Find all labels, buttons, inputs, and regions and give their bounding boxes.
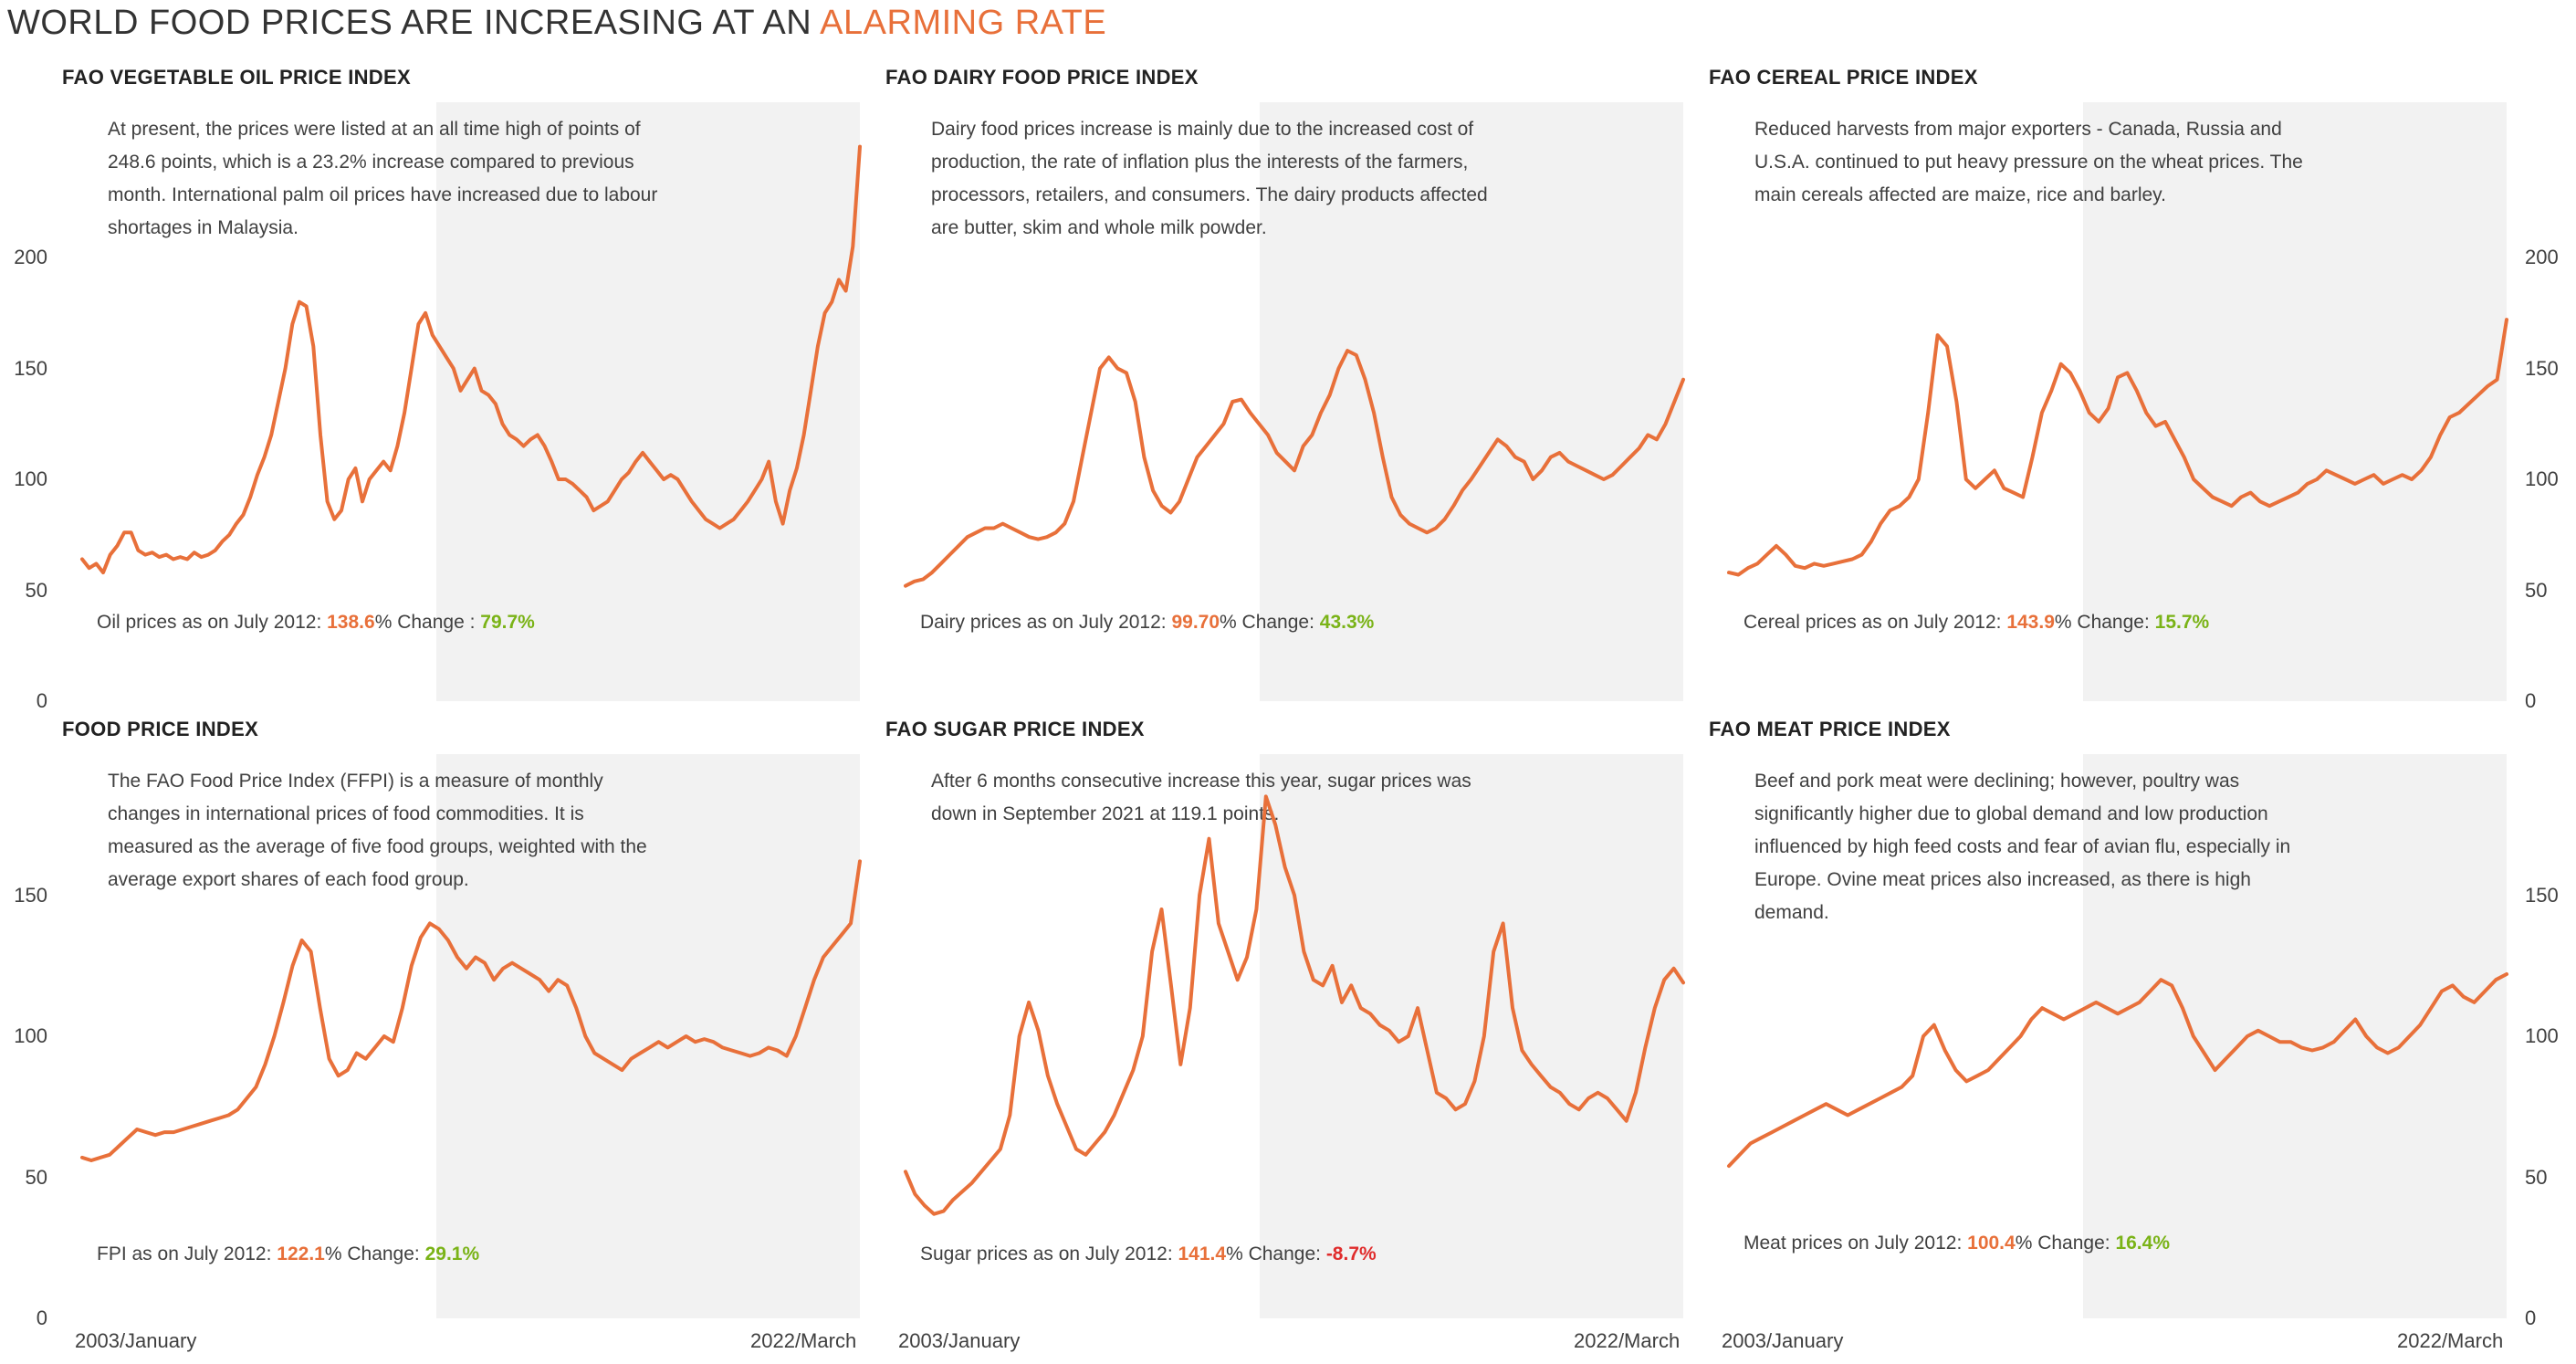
stat-middle: % Change: (324, 1243, 425, 1264)
panel-title: FAO CEREAL PRICE INDEX (1709, 66, 1978, 89)
price-line-chart (904, 794, 1685, 1216)
y-tick-label: 200 (14, 246, 47, 269)
panel-description: Beef and pork meat were declining; howev… (1754, 771, 2291, 923)
y-tick-label: 150 (14, 883, 47, 907)
stat-change: 29.1% (424, 1243, 480, 1264)
price-line-chart (1727, 972, 2508, 1169)
y-tick-label: 150 (2525, 883, 2559, 907)
panel-description: At present, the prices were listed at an… (108, 119, 658, 238)
price-stat: Meat prices on July 2012: 100.4% Change:… (1744, 1233, 2170, 1254)
stat-price: 138.6 (327, 612, 375, 633)
series-line (904, 349, 1685, 588)
stat-price: 143.9 (2006, 612, 2055, 633)
y-tick-label: 50 (25, 1165, 47, 1189)
y-tick-label: 50 (2525, 1165, 2548, 1189)
panel-title: FAO MEAT PRICE INDEX (1709, 718, 1951, 740)
stat-price: 99.70 (1171, 612, 1220, 633)
panel-description: The FAO Food Price Index (FFPI) is a mea… (108, 771, 647, 890)
y-tick-label: 0 (36, 1306, 47, 1329)
x-axis-start-label: 2003/January (1722, 1329, 1844, 1352)
stat-change: 15.7% (2154, 612, 2210, 633)
stat-change: 79.7% (480, 612, 535, 633)
y-tick-label: 150 (2525, 356, 2559, 380)
stat-middle: % Change : (374, 612, 481, 633)
x-axis-end-label: 2022/March (1574, 1329, 1681, 1352)
y-tick-label: 0 (2525, 689, 2537, 712)
y-tick-label: 200 (2525, 246, 2559, 269)
stat-middle: % Change: (1226, 1243, 1326, 1264)
price-stat: Dairy prices as on July 2012: 99.70% Cha… (920, 612, 1374, 634)
stat-prefix: Oil prices as on July 2012: (97, 612, 328, 633)
panel-description: Dairy food prices increase is mainly due… (931, 119, 1488, 238)
stat-change: 16.4% (2115, 1233, 2170, 1254)
highlight-region (2082, 754, 2507, 1318)
panel-description: After 6 months consecutive increase this… (931, 771, 1471, 824)
y-tick-label: 0 (36, 689, 47, 712)
highlight-region (1259, 754, 1683, 1318)
page-title: WORLD FOOD PRICES ARE INCREASING AT AN A… (7, 4, 1106, 43)
series-line (80, 144, 862, 575)
stat-prefix: Sugar prices as on July 2012: (920, 1243, 1178, 1264)
price-line-chart (80, 144, 862, 575)
price-stat: Sugar prices as on July 2012: 141.4% Cha… (920, 1243, 1377, 1265)
highlight-region (435, 102, 860, 701)
series-line (1727, 318, 2508, 577)
stat-price: 122.1 (277, 1243, 325, 1264)
price-line-chart (904, 349, 1685, 588)
price-stat: Cereal prices as on July 2012: 143.9% Ch… (1744, 612, 2209, 634)
y-tick-label: 150 (14, 356, 47, 380)
y-tick-label: 100 (2525, 467, 2559, 491)
stat-prefix: Dairy prices as on July 2012: (920, 612, 1172, 633)
x-axis-start-label: 2003/January (898, 1329, 1021, 1352)
stat-middle: % Change: (2015, 1233, 2116, 1254)
stat-prefix: FPI as on July 2012: (97, 1243, 277, 1264)
stat-price: 141.4 (1178, 1243, 1227, 1264)
y-tick-label: 100 (14, 467, 47, 491)
y-tick-label: 100 (14, 1024, 47, 1047)
stat-prefix: Meat prices on July 2012: (1744, 1233, 1968, 1254)
page-title-main: WORLD FOOD PRICES ARE INCREASING AT AN (7, 4, 821, 42)
series-line (1727, 972, 2508, 1169)
y-tick-label: 0 (2525, 1306, 2537, 1329)
highlight-region (1259, 102, 1683, 701)
series-line (904, 794, 1685, 1216)
price-stat: Oil prices as on July 2012: 138.6% Chang… (97, 612, 535, 634)
panel-title: FAO DAIRY FOOD PRICE INDEX (885, 66, 1199, 89)
panel-title: FOOD PRICE INDEX (62, 718, 259, 740)
stat-change: 43.3% (1319, 612, 1375, 633)
y-tick-label: 50 (2525, 578, 2548, 602)
y-tick-label: 100 (2525, 1024, 2559, 1047)
page-title-accent: ALARMING RATE (820, 4, 1107, 42)
panel-description: Reduced harvests from major exporters - … (1754, 119, 2303, 205)
series-line (80, 859, 862, 1162)
stat-prefix: Cereal prices as on July 2012: (1744, 612, 2007, 633)
price-line-chart (1727, 318, 2508, 577)
x-axis-end-label: 2022/March (750, 1329, 857, 1352)
stat-middle: % Change: (1220, 612, 1320, 633)
price-stat: FPI as on July 2012: 122.1% Change: 29.1… (97, 1243, 479, 1265)
y-tick-label: 50 (25, 578, 47, 602)
price-line-chart (80, 859, 862, 1162)
stat-middle: % Change: (2054, 612, 2155, 633)
panel-title: FAO SUGAR PRICE INDEX (885, 718, 1145, 740)
x-axis-start-label: 2003/January (75, 1329, 197, 1352)
x-axis-end-label: 2022/March (2397, 1329, 2504, 1352)
panel-title: FAO VEGETABLE OIL PRICE INDEX (62, 66, 411, 89)
highlight-region (435, 754, 860, 1318)
stat-change: -8.7% (1325, 1243, 1377, 1264)
highlight-region (2082, 102, 2507, 701)
stat-price: 100.4 (1967, 1233, 2016, 1254)
